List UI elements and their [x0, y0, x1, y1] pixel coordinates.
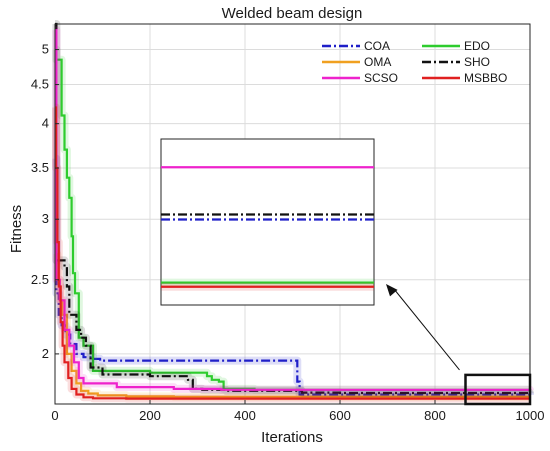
series-layer: [52, 20, 534, 403]
x-tick-label: 800: [424, 408, 446, 423]
zoom-annotation: [386, 284, 532, 406]
series-line-sho: [55, 22, 532, 395]
y-tick-label: 3: [42, 211, 49, 226]
legend-label-msbbo: MSBBO: [464, 71, 507, 85]
y-tick-label: 2: [42, 346, 49, 361]
zoom-inset: [160, 138, 375, 306]
y-tick-label: 5: [42, 42, 49, 57]
chart-title: Welded beam design: [222, 5, 363, 22]
x-axis-ticks: 0 200 400 600 800 1000: [51, 400, 544, 423]
legend-label-oma: OMA: [364, 55, 391, 69]
legend-label-edo: EDO: [464, 39, 490, 53]
y-tick-label: 4: [42, 116, 49, 131]
zoom-region-box: [464, 373, 532, 406]
legend-label-scso: SCSO: [364, 71, 398, 85]
y-tick-label: 4.5: [31, 77, 49, 92]
legend-label-coa: COA: [364, 39, 390, 53]
y-axis-title: Fitness: [8, 205, 25, 253]
series-edo: [52, 45, 530, 394]
series-msbbo: [52, 103, 530, 403]
y-tick-label: 2.5: [31, 272, 49, 287]
y-axis-ticks: 2 2.5 3 3.5 4 4.5 5: [31, 42, 59, 361]
legend-label-sho: SHO: [464, 55, 490, 69]
zoom-arrow-head: [386, 284, 398, 297]
x-tick-label: 600: [329, 408, 351, 423]
plot-frame: [54, 23, 531, 405]
x-tick-label: 1000: [516, 408, 545, 423]
y-tick-label: 3.5: [31, 160, 49, 175]
x-tick-label: 0: [51, 408, 58, 423]
x-tick-label: 200: [139, 408, 161, 423]
zoom-arrow-line: [393, 288, 460, 371]
series-line-msbbo: [54, 106, 530, 400]
x-axis-title: Iterations: [261, 429, 323, 446]
x-tick-label: 400: [234, 408, 256, 423]
series-line-edo: [55, 48, 530, 391]
legend: COA EDO OMA SHO SCSO MSBBO: [322, 39, 507, 85]
